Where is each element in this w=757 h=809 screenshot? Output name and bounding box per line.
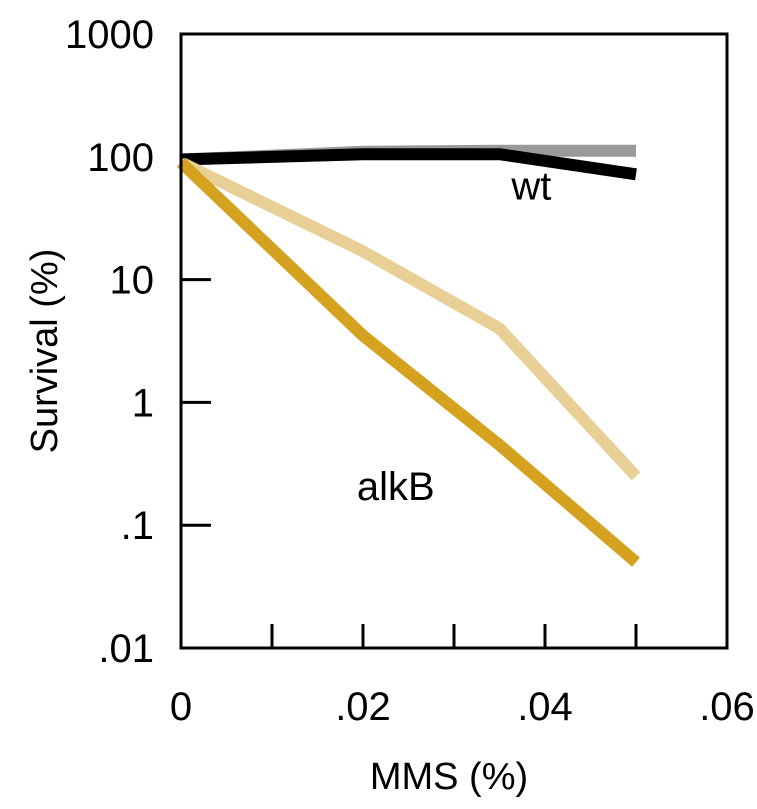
- y-tick-label-4: 10: [110, 259, 155, 303]
- y-tick-label-5: 100: [87, 136, 154, 180]
- series-line-3: [178, 157, 641, 481]
- y-tick-label-2: .1: [121, 504, 154, 548]
- series-line-4: [176, 158, 640, 567]
- series-annotation-1: wt: [510, 164, 551, 208]
- series-annotation-2: alkB: [357, 465, 435, 509]
- x-tick-label-3: .04: [517, 685, 573, 729]
- x-tick-label-4: .06: [699, 685, 755, 729]
- x-tick-label-2: .02: [335, 685, 391, 729]
- y-axis-title: Survival (%): [24, 249, 66, 454]
- x-axis-title: MMS (%): [370, 756, 528, 798]
- x-tick-label-1: 0: [170, 685, 192, 729]
- y-tick-label-6: 1000: [65, 13, 154, 57]
- plot-frame: [179, 32, 729, 650]
- series-layer: [176, 144, 641, 567]
- y-tick-label-3: 1: [132, 381, 154, 425]
- y-tick-label-1: .01: [98, 627, 154, 671]
- ticks-layer: [181, 32, 638, 650]
- series-line-2: [180, 148, 637, 181]
- labels-layer: .01 .1 1 10 100 1000 0 .02 .04 .06 wt alkB: [65, 13, 755, 729]
